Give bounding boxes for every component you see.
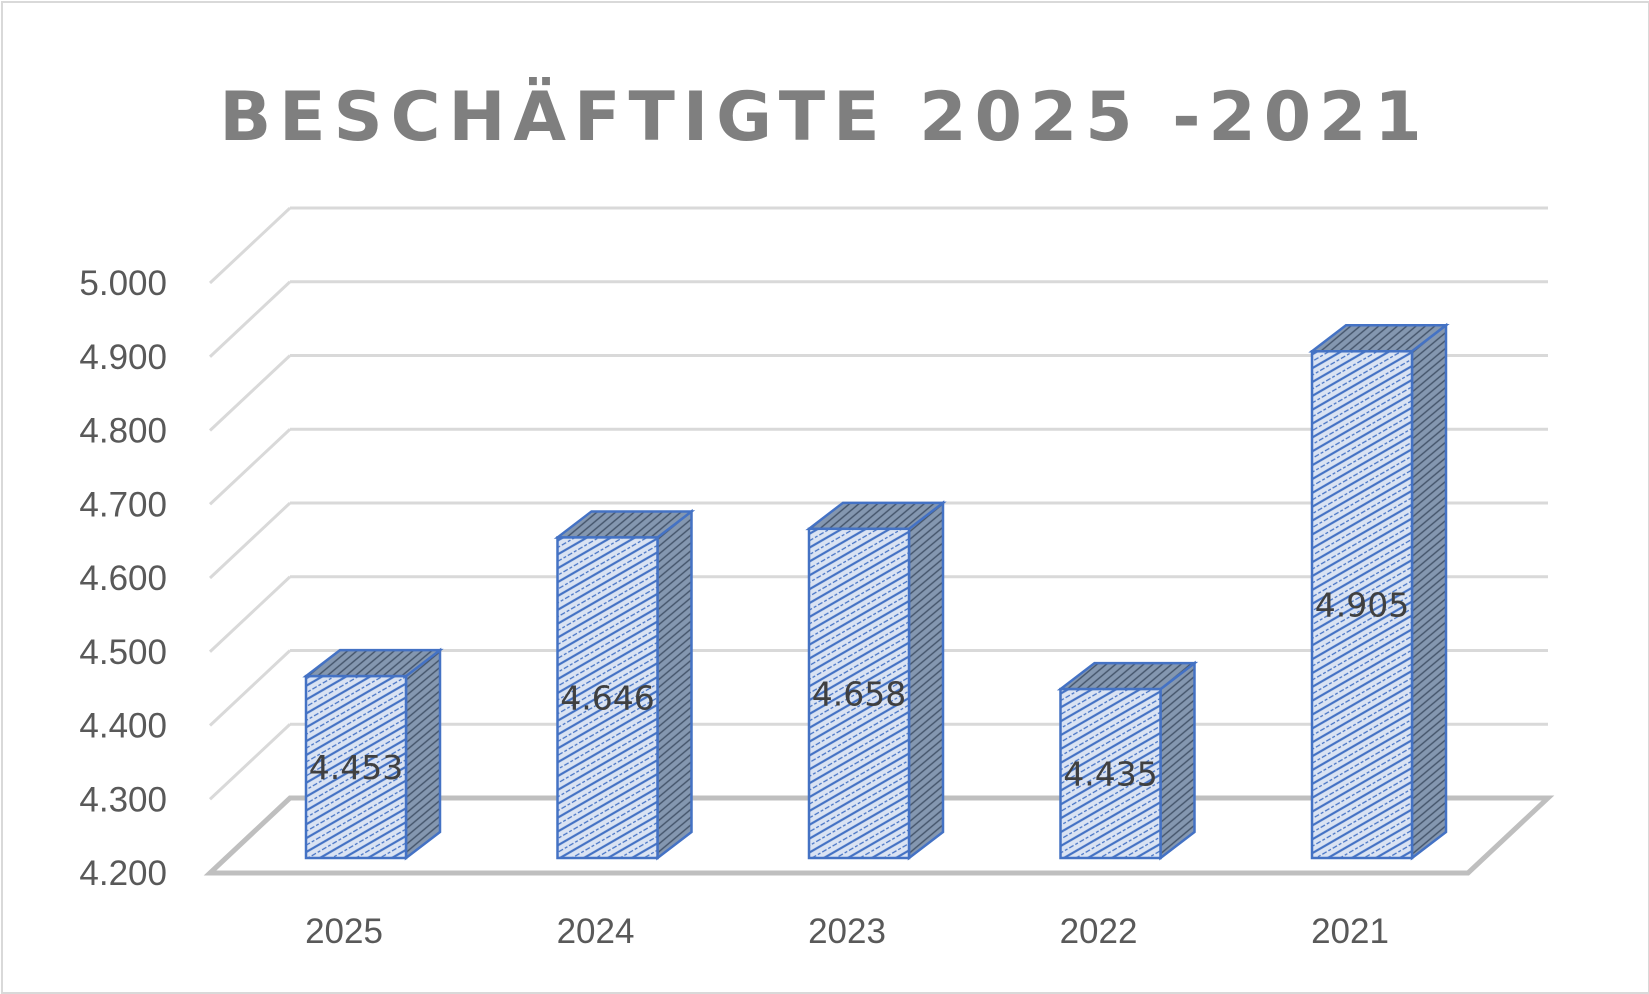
data-label: 4.658 xyxy=(812,674,906,713)
bar-front-face xyxy=(1310,350,1414,860)
bar-2021 xyxy=(1308,322,1450,861)
x-tick-label: 2022 xyxy=(1060,912,1138,951)
y-axis-ticks: 4.200 4.300 4.400 4.500 4.600 4.700 4.800 4.900… xyxy=(79,264,167,893)
floor-outline xyxy=(203,795,1555,876)
x-tick-label: 2021 xyxy=(1311,912,1389,951)
side-gridline xyxy=(208,575,292,653)
x-tick-label: 2025 xyxy=(305,912,383,951)
bar-front-face xyxy=(1059,687,1162,860)
y-tick-label: 4.600 xyxy=(79,559,167,598)
bar-front-face xyxy=(807,527,911,860)
y-tick-label: 4.400 xyxy=(79,707,167,746)
side-gridline xyxy=(208,428,292,506)
y-tick-label: 4.200 xyxy=(79,854,167,893)
bar-2022 xyxy=(1056,660,1199,861)
bar-side-face xyxy=(907,500,945,861)
data-label: 4.453 xyxy=(309,748,403,787)
data-label: 4.646 xyxy=(560,679,654,718)
bar-front-face xyxy=(304,674,408,860)
side-gridline xyxy=(208,280,292,358)
side-gridline xyxy=(208,354,292,432)
chart-title: BESCHÄFTIGTE 2025 -2021 xyxy=(219,78,1430,157)
bars xyxy=(302,322,1450,861)
x-tick-label: 2023 xyxy=(808,912,886,951)
y-tick-label: 4.800 xyxy=(79,412,167,451)
y-tick-label: 4.300 xyxy=(79,780,167,819)
data-labels: 4.453 4.646 4.658 4.435 4.905 xyxy=(309,586,1409,794)
bar-side-face xyxy=(656,508,693,861)
side-gridline xyxy=(208,206,292,285)
y-tick-label: 4.500 xyxy=(79,633,167,672)
bar-side-face xyxy=(1410,322,1448,861)
bar-side-face xyxy=(1159,660,1196,861)
x-tick-label: 2024 xyxy=(557,912,635,951)
bar-2023 xyxy=(805,500,947,861)
bar-side-face xyxy=(404,647,442,861)
data-label: 4.905 xyxy=(1315,586,1409,625)
chart-floor xyxy=(203,795,1555,876)
side-gridline xyxy=(208,501,292,580)
bar-2025 xyxy=(302,647,444,861)
bar-2024 xyxy=(553,508,696,861)
data-label: 4.435 xyxy=(1063,755,1157,794)
side-gridline xyxy=(208,649,292,727)
y-tick-label: 4.700 xyxy=(79,485,167,524)
x-axis-ticks: 2025 2024 2023 2022 2021 xyxy=(305,912,1389,951)
y-tick-label: 5.000 xyxy=(79,264,167,303)
side-gridline xyxy=(208,723,292,801)
y-tick-label: 4.900 xyxy=(79,338,167,377)
bar-front-face xyxy=(556,536,659,860)
